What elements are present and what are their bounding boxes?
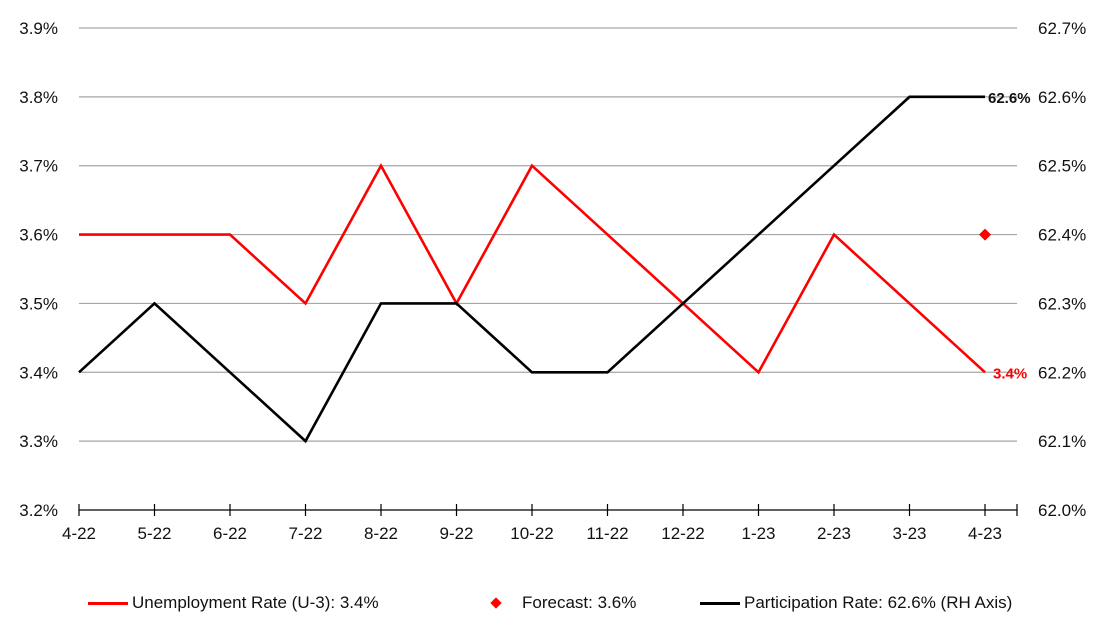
x-tick-label: 10-22 <box>510 524 553 543</box>
right-tick-label: 62.5% <box>1038 157 1086 176</box>
left-tick-label: 3.4% <box>19 363 58 382</box>
x-tick-label: 6-22 <box>213 524 247 543</box>
left-tick-label: 3.7% <box>19 157 58 176</box>
legend-label: Unemployment Rate (U-3): 3.4% <box>132 593 379 612</box>
legend-item-participation: Participation Rate: 62.6% (RH Axis) <box>700 588 1012 618</box>
chart: 3.9%3.8%3.7%3.6%3.5%3.4%3.3%3.2% 62.7%62… <box>19 19 1086 543</box>
x-tick-label: 4-22 <box>62 524 96 543</box>
left-tick-label: 3.2% <box>19 501 58 520</box>
legend-line-red <box>88 601 128 605</box>
right-tick-label: 62.3% <box>1038 294 1086 313</box>
end-labels: 3.4% 62.6% <box>988 90 1031 382</box>
legend-line-black <box>700 601 740 605</box>
legend-item-unemployment: Unemployment Rate (U-3): 3.4% <box>88 588 379 618</box>
forecast-marker <box>979 228 991 241</box>
left-axis-ticks: 3.9% 3.8% 3.7% 3.6% 3.5% 3.4% 3.3% 3.2% <box>19 19 58 520</box>
right-axis-ticks: 62.7% 62.6% 62.5% 62.4% 62.3% 62.2% 62.1% 62.0% <box>1038 19 1086 520</box>
legend-label: Forecast: 3.6% <box>522 593 637 612</box>
right-tick-label: 62.1% <box>1038 432 1086 451</box>
legend-diamond-icon <box>490 597 502 609</box>
left-tick-label: 3.9% <box>19 19 58 38</box>
x-tick-label: 9-22 <box>439 524 473 543</box>
right-tick-label: 62.6% <box>1038 88 1086 107</box>
x-tick-label: 2-23 <box>817 524 851 543</box>
right-tick-label: 62.2% <box>1038 363 1086 382</box>
legend: Unemployment Rate (U-3): 3.4% Forecast: … <box>0 588 1093 618</box>
x-tick-label: 1-23 <box>741 524 775 543</box>
x-tick-label: 7-22 <box>288 524 322 543</box>
unemployment-end-label: 3.4% <box>993 365 1027 382</box>
participation-rate-line <box>78 95 985 444</box>
x-tick-label: 12-22 <box>661 524 704 543</box>
x-tick-label: 8-22 <box>364 524 398 543</box>
right-tick-label: 62.7% <box>1038 19 1086 38</box>
series-group <box>78 95 991 444</box>
left-tick-label: 3.6% <box>19 226 58 245</box>
right-tick-label: 62.4% <box>1038 226 1086 245</box>
x-axis-ticks: 4-22 5-22 6-22 7-22 8-22 9-22 10-22 11-22 12-22 1… <box>62 504 1018 543</box>
legend-label: Participation Rate: 62.6% (RH Axis) <box>744 593 1013 612</box>
legend-item-forecast: Forecast: 3.6% <box>488 588 636 618</box>
x-tick-label: 3-23 <box>892 524 926 543</box>
right-tick-label: 62.0% <box>1038 501 1086 520</box>
participation-end-label: 62.6% <box>988 90 1031 107</box>
x-tick-label: 11-22 <box>586 524 628 543</box>
x-tick-label: 4-23 <box>968 524 1002 543</box>
left-tick-label: 3.8% <box>19 88 58 107</box>
left-tick-label: 3.5% <box>19 294 58 313</box>
left-tick-label: 3.3% <box>19 432 58 451</box>
x-tick-label: 5-22 <box>137 524 171 543</box>
unemployment-rate-line <box>79 163 986 375</box>
